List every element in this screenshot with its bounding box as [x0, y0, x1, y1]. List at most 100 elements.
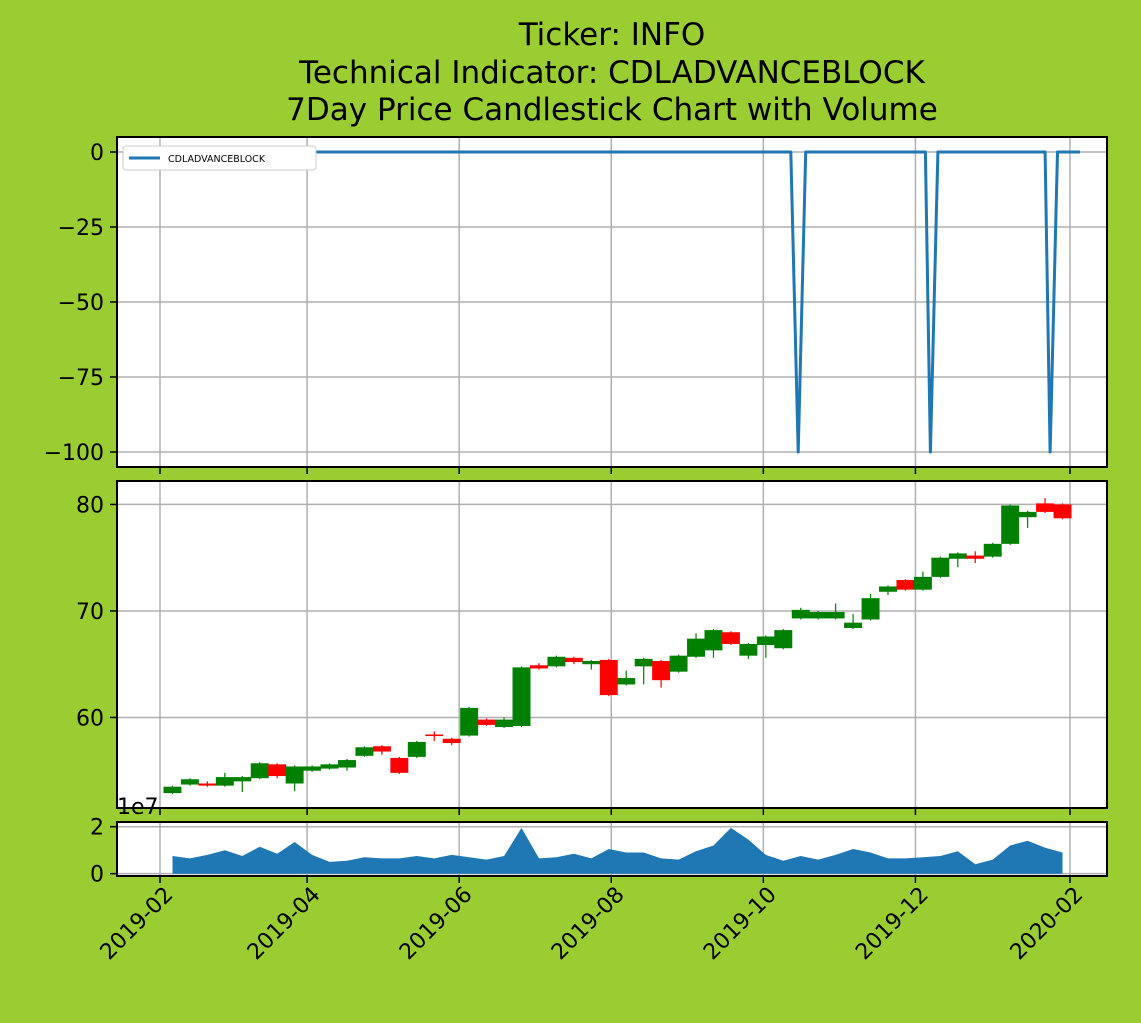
candle-body	[704, 630, 723, 651]
candle-body	[303, 766, 322, 771]
candle-39	[844, 614, 863, 630]
candle-51	[1053, 503, 1072, 520]
candle-body	[861, 598, 880, 620]
candle-body	[809, 612, 828, 619]
candle-48	[1001, 504, 1020, 545]
candle-body	[931, 557, 950, 577]
volume-offset-label: 1e7	[117, 795, 159, 820]
candle-40	[861, 593, 880, 621]
candle-21	[529, 663, 548, 670]
candle-body	[198, 783, 217, 786]
candle-body	[477, 719, 496, 725]
candle-body	[180, 779, 199, 785]
candle-body	[250, 763, 269, 779]
candle-16	[442, 737, 461, 746]
candle-34	[756, 635, 775, 658]
candle-body	[529, 665, 548, 669]
candle-12	[372, 745, 391, 755]
candle-49	[1018, 510, 1037, 528]
candle-body	[687, 638, 706, 657]
candle-36	[791, 607, 810, 620]
candle-body	[495, 719, 514, 728]
candle-24	[582, 659, 601, 670]
chart-title: Ticker: INFO Technical Indicator: CDLADV…	[286, 17, 938, 128]
candle-31	[704, 629, 723, 658]
candle-25	[599, 658, 618, 697]
candle-18	[477, 718, 496, 726]
y-tick-label-1: 2	[90, 816, 104, 841]
indicator-series	[172, 150, 1080, 454]
candle-body	[791, 609, 810, 619]
candle-29	[669, 654, 688, 673]
candle-4	[233, 776, 252, 793]
candle-body	[879, 586, 897, 592]
price-frame	[116, 480, 1108, 809]
candle-38	[826, 603, 845, 620]
volume-y-axis: 02	[90, 816, 117, 888]
candle-0	[163, 785, 182, 795]
candle-body	[826, 612, 845, 619]
volume-series	[172, 827, 1063, 874]
candle-body	[390, 757, 409, 773]
candle-47	[983, 542, 1002, 558]
candle-body	[634, 658, 653, 667]
candle-44	[931, 556, 950, 578]
candle-body	[163, 786, 182, 794]
candle-3	[215, 772, 234, 787]
candle-1	[180, 778, 199, 786]
y-tick-label-3: −75	[58, 366, 104, 391]
candle-46	[966, 551, 985, 564]
title-line-2: Technical Indicator: CDLADVANCEBLOCK	[298, 55, 925, 91]
candle-5	[250, 762, 269, 780]
candle-body	[1018, 511, 1037, 518]
legend-entry-cdladvanceblock: CDLADVANCEBLOCK	[168, 154, 266, 165]
candle-13	[390, 756, 409, 774]
candle-body	[355, 747, 374, 756]
candle-body	[1053, 504, 1072, 519]
candle-43	[913, 571, 932, 591]
indicator-y-axis: 0 −25 −50 −75 −100	[44, 141, 117, 466]
candle-11	[355, 746, 374, 757]
candle-8	[303, 765, 322, 772]
candle-body	[215, 777, 234, 786]
candle-body	[652, 661, 671, 681]
price-y-axis: 60 70 80	[76, 493, 117, 731]
candle-body	[739, 643, 758, 656]
candle-body	[617, 678, 636, 685]
candle-35	[774, 629, 793, 650]
candle-32	[721, 631, 740, 646]
candle-body	[756, 636, 775, 646]
candle-body	[285, 766, 304, 784]
candle-body	[425, 734, 444, 737]
candle-10	[338, 759, 356, 771]
candle-20	[512, 666, 531, 728]
volume-area	[172, 827, 1063, 874]
candle-45	[948, 552, 967, 568]
candle-body	[442, 738, 461, 744]
price-candles	[163, 498, 1072, 795]
y-tick-label-2: −50	[58, 291, 104, 316]
candle-body	[233, 777, 252, 782]
candle-6	[268, 763, 287, 779]
candle-body	[774, 630, 793, 649]
candle-17	[460, 706, 479, 737]
candle-50	[1036, 498, 1055, 513]
title-line-1: Ticker: INFO	[518, 17, 706, 53]
volume-frame	[116, 821, 1108, 877]
candle-body	[320, 764, 339, 769]
candle-19	[495, 717, 514, 729]
candle-body	[407, 741, 426, 757]
price-panel: 60 70 80	[76, 480, 1108, 815]
candle-37	[809, 610, 828, 620]
candle-body	[599, 659, 618, 696]
candle-7	[285, 765, 304, 791]
candle-26	[617, 670, 636, 686]
candle-body	[564, 657, 583, 663]
candle-body	[948, 553, 967, 559]
candle-body	[582, 661, 601, 665]
candle-body	[460, 707, 479, 736]
indicator-x-ticks	[159, 467, 1071, 474]
y-tick-label-4: −100	[44, 441, 104, 466]
